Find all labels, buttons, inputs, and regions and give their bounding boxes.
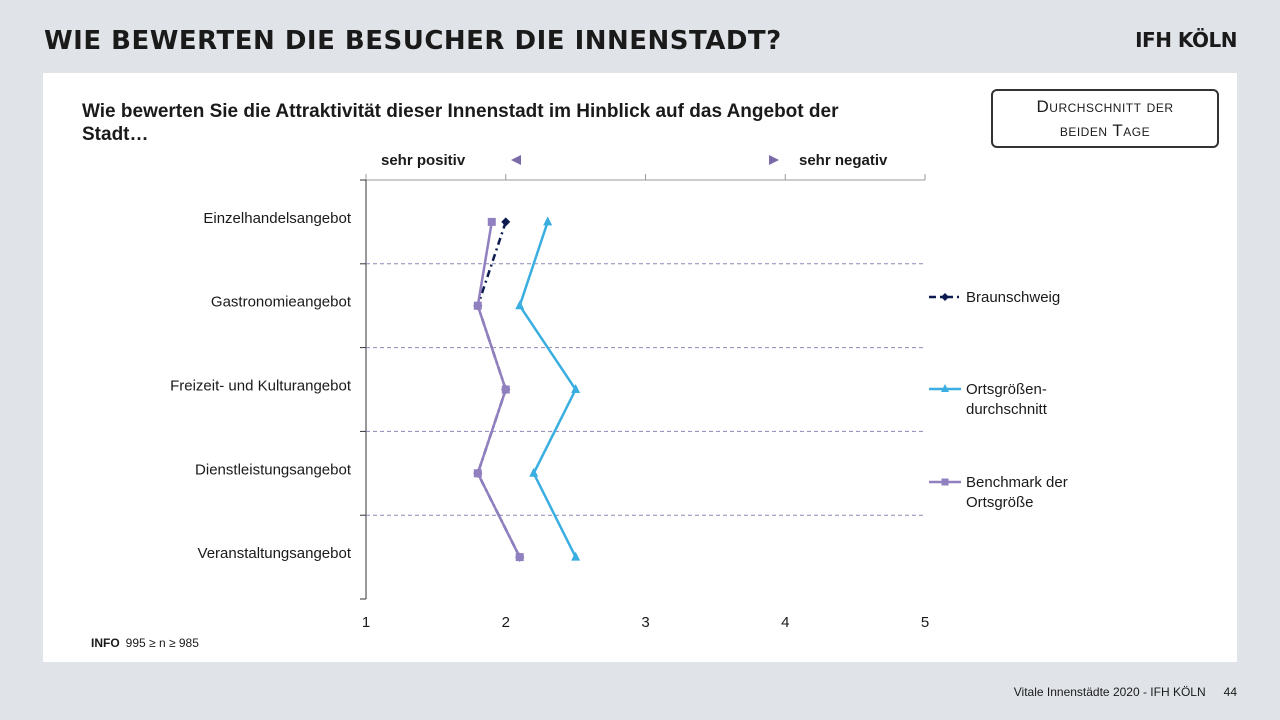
page-number: 44	[1223, 685, 1237, 699]
legend-label-line: Braunschweig	[966, 289, 1060, 306]
legend-label: Benchmark der Ortsgröße	[966, 474, 1068, 511]
data-point	[529, 467, 539, 477]
data-point	[473, 469, 482, 478]
arrow-left-icon	[511, 155, 521, 165]
scale-label-negative: sehr negativ	[799, 152, 888, 169]
survey-question: Wie bewerten Sie die Attraktivität diese…	[82, 101, 839, 145]
x-tick-label: 5	[921, 614, 929, 631]
category-label: Dienstleistungsangebot	[195, 461, 352, 478]
data-point	[501, 217, 511, 227]
legend-marker	[941, 478, 949, 486]
arrow-right-icon	[769, 155, 779, 165]
data-point	[571, 384, 581, 393]
x-tick-label: 1	[362, 614, 370, 631]
category-label: Veranstaltungsangebot	[198, 545, 352, 562]
data-point	[515, 553, 524, 562]
chart-static: Einzelhandelsangebot Gastronomieangebot Fr…	[170, 155, 929, 631]
info-label: INFO	[91, 636, 120, 650]
legend-label-line: durchschnitt	[966, 401, 1048, 418]
data-point	[487, 217, 496, 226]
footer-source: Vitale Innenstädte 2020 - IFH KÖLN	[1013, 685, 1206, 699]
content-panel	[43, 73, 1237, 662]
x-tick-label: 2	[502, 614, 510, 631]
page-title: WIE BEWERTEN DIE BESUCHER DIE INNENSTADT…	[44, 26, 782, 56]
brand-logo: IFH KÖLN	[1135, 28, 1237, 52]
legend-marker	[941, 293, 949, 301]
legend-label: Ortsgrößen-durchschnitt	[966, 381, 1048, 418]
info-text: 995 ≥ n ≥ 985	[125, 636, 199, 650]
legend-label-line: Ortsgröße	[966, 494, 1034, 511]
data-point	[501, 385, 510, 394]
series-line	[518, 221, 578, 558]
average-badge-line1: Durchschnitt der	[1036, 96, 1174, 116]
category-label: Freizeit- und Kulturangebot	[170, 377, 352, 394]
category-label: Gastronomieangebot	[211, 294, 352, 311]
average-badge-line2: beiden Tage	[1059, 120, 1151, 140]
series-line	[476, 221, 521, 558]
legend-label: Braunschweig	[966, 289, 1060, 306]
legend-marker	[941, 384, 949, 392]
data-point	[543, 216, 553, 226]
chart-legend: Braunschweig Ortsgrößen-durchschnitt Bench…	[929, 289, 1068, 511]
footer: Vitale Innenstädte 2020 - IFH KÖLN 44	[996, 685, 1237, 699]
category-label: Einzelhandelsangebot	[203, 210, 351, 227]
scale-label-positive: sehr positiv	[381, 152, 466, 169]
x-tick-label: 4	[781, 614, 789, 631]
average-badge: Durchschnitt der beiden Tage	[991, 89, 1219, 148]
sample-info: INFO 995 ≥ n ≥ 985	[91, 636, 199, 650]
legend-label-line: Ortsgrößen-	[966, 381, 1047, 398]
legend-label-line: Benchmark der	[966, 474, 1068, 491]
data-point	[473, 301, 482, 310]
data-point	[571, 551, 581, 561]
x-tick-label: 3	[641, 614, 649, 631]
data-point	[515, 300, 525, 310]
chart-series	[473, 216, 581, 562]
